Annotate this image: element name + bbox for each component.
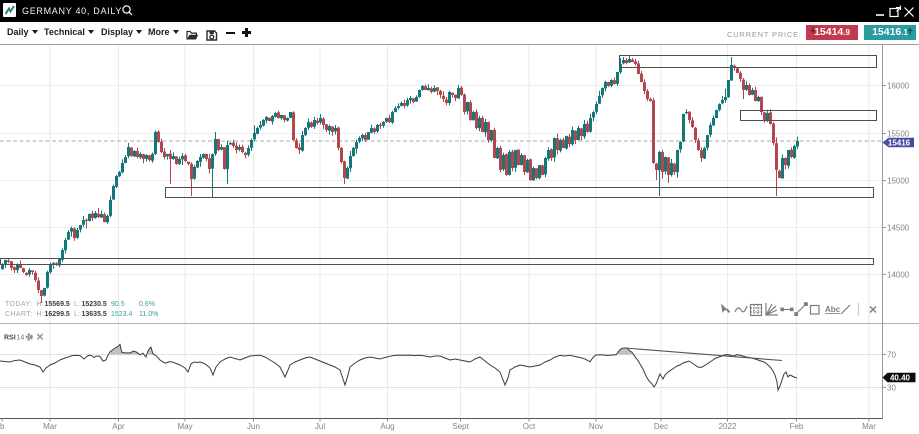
svg-text:30: 30 — [887, 384, 896, 393]
svg-text:Sept: Sept — [452, 422, 469, 431]
svg-text:15500: 15500 — [887, 130, 910, 139]
svg-text:15000: 15000 — [887, 177, 910, 186]
svg-text:2022: 2022 — [719, 422, 737, 431]
svg-text:RSI: RSI — [4, 335, 16, 342]
svg-text:15230.5: 15230.5 — [82, 301, 107, 308]
svg-text:b: b — [0, 422, 5, 431]
svg-text:14000: 14000 — [887, 271, 910, 280]
svg-text:Aug: Aug — [380, 422, 394, 431]
svg-text:Feb: Feb — [790, 422, 804, 431]
svg-text:90.5: 90.5 — [111, 301, 125, 308]
svg-text:Jul: Jul — [315, 422, 325, 431]
svg-text:13635.5: 13635.5 — [82, 311, 107, 318]
svg-text:CHART:: CHART: — [5, 311, 33, 318]
svg-text:H:: H: — [37, 301, 44, 308]
svg-text:0.6%: 0.6% — [139, 301, 155, 308]
svg-text:16000: 16000 — [887, 82, 910, 91]
svg-text:Oct: Oct — [523, 422, 536, 431]
svg-text:Dec: Dec — [654, 422, 668, 431]
svg-text:Mar: Mar — [862, 422, 876, 431]
svg-text:Apr: Apr — [112, 422, 125, 431]
svg-text:15569.5: 15569.5 — [45, 301, 70, 308]
svg-text:Mar: Mar — [43, 422, 57, 431]
svg-text:70: 70 — [887, 351, 896, 360]
svg-text:Abc: Abc — [825, 305, 841, 314]
svg-text:Nov: Nov — [589, 422, 603, 431]
svg-text:11.0%: 11.0% — [139, 311, 158, 318]
svg-text:15416: 15416 — [888, 139, 911, 148]
svg-text:Jun: Jun — [247, 422, 260, 431]
svg-text:40.40: 40.40 — [890, 374, 911, 383]
svg-text:H:: H: — [37, 311, 44, 318]
svg-text:May: May — [177, 422, 192, 431]
svg-text:14500: 14500 — [887, 224, 910, 233]
svg-text:14: 14 — [17, 335, 25, 342]
svg-text:16299.5: 16299.5 — [45, 311, 70, 318]
svg-text:1523.4: 1523.4 — [111, 311, 133, 318]
svg-text:TODAY:: TODAY: — [5, 301, 32, 308]
svg-text:L:: L: — [74, 311, 80, 318]
svg-text:L:: L: — [74, 301, 80, 308]
